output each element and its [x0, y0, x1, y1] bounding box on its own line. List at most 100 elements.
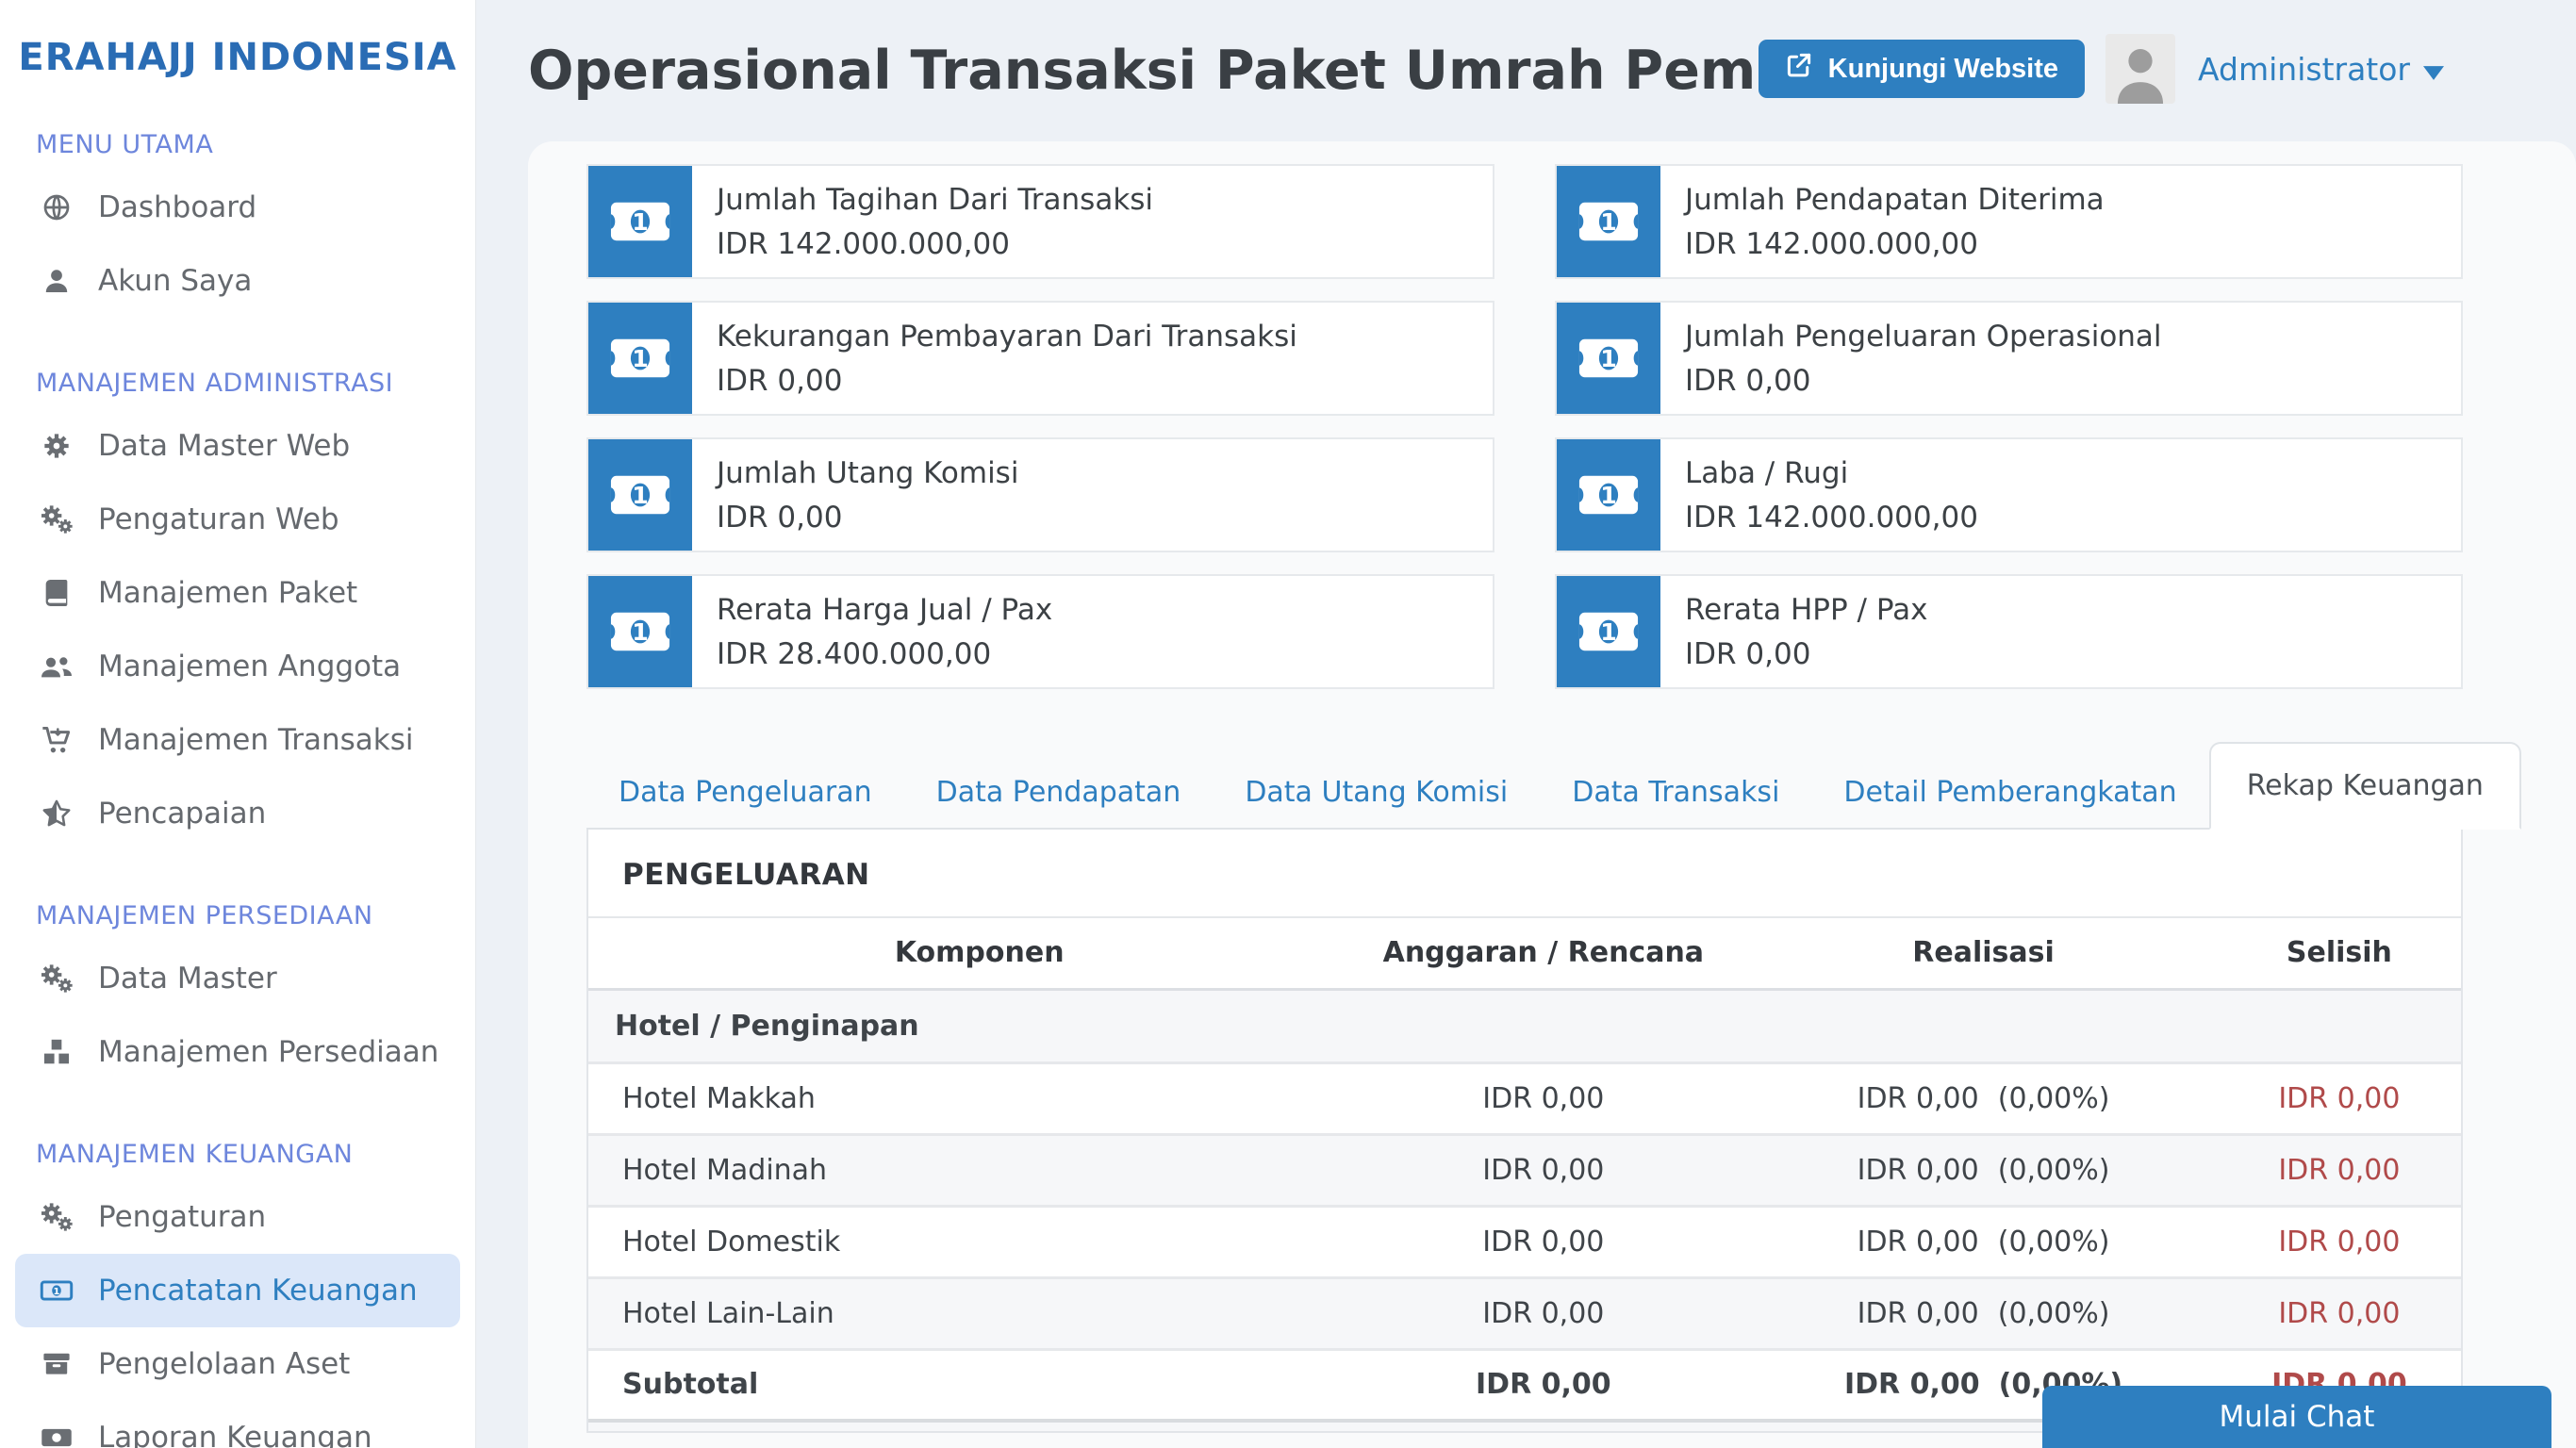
- selisih-cell: IDR 0,00: [2217, 1204, 2461, 1277]
- tab-data-pengeluaran[interactable]: Data Pengeluaran: [619, 776, 872, 809]
- sidebar-item-label: Data Master: [98, 962, 277, 996]
- svg-text:1: 1: [1600, 482, 1617, 509]
- main-area: Operasional Transaksi Paket Umrah Pember…: [476, 0, 2576, 1448]
- selisih-cell: IDR 0,00: [2217, 1061, 2461, 1134]
- sidebar-item-label: Akun Saya: [98, 264, 253, 298]
- sidebar-item-pengaturan-web[interactable]: Pengaturan Web: [0, 483, 475, 556]
- stat-card-label: Laba / Rugi: [1685, 456, 1849, 490]
- table-row-hotel-domestik: Hotel Domestik IDR 0,00 IDR 0,00 (0,00%) IDR…: [588, 1204, 2461, 1277]
- money-bill-icon: 1: [588, 439, 692, 551]
- realisasi-percent: (0,00%): [1997, 1296, 2110, 1330]
- sidebar-item-manajemen-anggota[interactable]: Manajemen Anggota: [0, 630, 475, 703]
- sidebar-item-data-master[interactable]: Data Master: [0, 942, 475, 1015]
- anggaran-cell: IDR 0,00: [1337, 1061, 1750, 1134]
- external-link-icon: [1785, 51, 1813, 87]
- brand-title: ERAHAJJ INDONESIA: [18, 36, 457, 79]
- chat-button-label: Mulai Chat: [2219, 1400, 2375, 1434]
- money-bill-icon: 1: [1557, 166, 1660, 277]
- money-bill-icon: 1: [588, 303, 692, 414]
- stat-card-kekurangan-pembayaran-dari-transaksi: 1 Kekurangan Pembayaran Dari Transaksi IDR…: [586, 301, 1494, 416]
- stat-card-jumlah-pendapatan-diterima: 1 Jumlah Pendapatan Diterima IDR 142.000.0…: [1555, 164, 2463, 279]
- sidebar-item-label: Manajemen Anggota: [98, 650, 402, 683]
- visit-website-label: Kunjungi Website: [1827, 53, 2059, 84]
- content-area: 1 Jumlah Tagihan Dari Transaksi IDR 142.00…: [528, 141, 2576, 1448]
- sidebar-item-pencatatan-keuangan[interactable]: 1 Pencatatan Keuangan: [15, 1254, 460, 1327]
- sidebar-item-label: Manajemen Persediaan: [98, 1035, 439, 1069]
- cogs-icon: [36, 504, 77, 535]
- avatar[interactable]: [2105, 34, 2176, 104]
- archive-icon: [36, 1349, 77, 1379]
- rekap-keuangan-panel: PENGELUARAN Komponen Anggaran / Rencana Re…: [586, 830, 2463, 1433]
- stat-card-laba-rugi: 1 Laba / Rugi IDR 142.000.000,00: [1555, 437, 2463, 552]
- realisasi-percent: (0,00%): [1997, 1225, 2110, 1259]
- komponen-cell: Hotel Domestik: [588, 1204, 1338, 1277]
- stat-card-label: Rerata Harga Jual / Pax: [717, 593, 1053, 627]
- sidebar-item-laporan-keuangan[interactable]: Laporan Keuangan: [0, 1401, 475, 1448]
- column-header-komponen: Komponen: [588, 916, 1338, 991]
- anggaran-cell: IDR 0,00: [1337, 1275, 1750, 1349]
- selisih-cell: IDR 0,00: [2217, 1275, 2461, 1349]
- sidebar-item-manajemen-paket[interactable]: Manajemen Paket: [0, 556, 475, 630]
- table-header-row: Komponen Anggaran / Rencana Realisasi Selis…: [588, 916, 2461, 991]
- tab-rekap-keuangan[interactable]: Rekap Keuangan: [2208, 742, 2521, 830]
- tab-data-utang-komisi[interactable]: Data Utang Komisi: [1245, 776, 1509, 809]
- stat-card-jumlah-tagihan-dari-transaksi: 1 Jumlah Tagihan Dari Transaksi IDR 142.00…: [586, 164, 1494, 279]
- stat-card-value: IDR 0,00: [717, 364, 843, 398]
- table-row-hotel-madinah: Hotel Madinah IDR 0,00 IDR 0,00 (0,00%) IDR …: [588, 1132, 2461, 1206]
- sidebar-item-label: Manajemen Paket: [98, 576, 358, 610]
- visit-website-button[interactable]: Kunjungi Website: [1758, 40, 2086, 98]
- sidebar-item-akun-saya[interactable]: Akun Saya: [0, 244, 475, 318]
- svg-text:1: 1: [1600, 208, 1617, 236]
- cubes-icon: [36, 1037, 77, 1067]
- anggaran-cell: IDR 0,00: [1337, 1204, 1750, 1277]
- sidebar-item-manajemen-persediaan[interactable]: Manajemen Persediaan: [0, 1015, 475, 1089]
- column-header-selisih: Selisih: [2217, 916, 2461, 991]
- sidebar: ERAHAJJ INDONESIA MENU UTAMA Dashboard Aku…: [0, 0, 476, 1448]
- stat-card-jumlah-utang-komisi: 1 Jumlah Utang Komisi IDR 0,00: [586, 437, 1494, 552]
- tab-data-transaksi[interactable]: Data Transaksi: [1572, 776, 1780, 809]
- sidebar-item-label: Pencapaian: [98, 797, 267, 831]
- topbar: Operasional Transaksi Paket Umrah Pember…: [476, 0, 2576, 141]
- realisasi-value: IDR 0,00: [1857, 1081, 1979, 1115]
- sidebar-item-dashboard[interactable]: Dashboard: [0, 171, 475, 244]
- komponen-cell: Hotel Madinah: [588, 1132, 1338, 1206]
- sidebar-item-label: Data Master Web: [98, 429, 351, 463]
- cog-icon: [36, 431, 77, 461]
- svg-text:1: 1: [54, 1287, 60, 1297]
- stat-card-value: IDR 142.000.000,00: [1685, 501, 1978, 535]
- svg-text:1: 1: [632, 345, 649, 372]
- realisasi-cell: IDR 0,00 (0,00%): [1749, 1132, 2218, 1206]
- sidebar-item-label: Pengelolaan Aset: [98, 1347, 351, 1381]
- cogs-icon: [36, 1202, 77, 1232]
- money-bill-icon: 1: [1557, 576, 1660, 687]
- stat-card-label: Jumlah Pengeluaran Operasional: [1685, 320, 2162, 354]
- tab-bar: Data Pengeluaran Data Pendapatan Data Utan…: [586, 742, 2521, 830]
- tab-data-pendapatan[interactable]: Data Pendapatan: [935, 776, 1181, 809]
- realisasi-cell: IDR 0,00 (0,00%): [1749, 1204, 2218, 1277]
- svg-text:1: 1: [632, 208, 649, 236]
- page-title: Operasional Transaksi Paket Umrah Pember…: [528, 40, 1876, 102]
- pengeluaran-table: Komponen Anggaran / Rencana Realisasi Selis…: [588, 916, 2461, 1431]
- stat-card-label: Jumlah Tagihan Dari Transaksi: [717, 183, 1154, 217]
- stat-card-rerata-harga-jual-pax: 1 Rerata Harga Jual / Pax IDR 28.400.000,0…: [586, 574, 1494, 689]
- sidebar-item-data-master-web[interactable]: Data Master Web: [0, 409, 475, 483]
- realisasi-value: IDR 0,00: [1857, 1296, 1979, 1330]
- column-header-anggaran-rencana: Anggaran / Rencana: [1337, 916, 1750, 991]
- user-menu[interactable]: Administrator: [2198, 51, 2444, 88]
- tab-detail-pemberangkatan[interactable]: Detail Pemberangkatan: [1843, 776, 2177, 809]
- stat-card-value: IDR 0,00: [1685, 364, 1811, 398]
- chat-button[interactable]: Mulai Chat: [2042, 1386, 2551, 1448]
- sidebar-item-label: Pengaturan: [98, 1200, 267, 1234]
- sidebar-item-pencapaian[interactable]: Pencapaian: [0, 777, 475, 850]
- sidebar-item-manajemen-transaksi[interactable]: Manajemen Transaksi: [0, 703, 475, 777]
- next-section-row: [588, 1419, 2461, 1431]
- star-half-icon: [36, 798, 77, 829]
- sidebar-section-label: MENU UTAMA: [36, 130, 214, 159]
- sidebar-item-pengelolaan-aset[interactable]: Pengelolaan Aset: [0, 1327, 475, 1401]
- anggaran-cell: IDR 0,00: [1337, 1132, 1750, 1206]
- stat-cards-grid: 1 Jumlah Tagihan Dari Transaksi IDR 142.00…: [586, 164, 2463, 689]
- user-icon: [36, 266, 77, 296]
- sidebar-item-pengaturan[interactable]: Pengaturan: [0, 1180, 475, 1254]
- money-bill-icon: 1: [1557, 303, 1660, 414]
- stat-card-label: Jumlah Utang Komisi: [717, 456, 1019, 490]
